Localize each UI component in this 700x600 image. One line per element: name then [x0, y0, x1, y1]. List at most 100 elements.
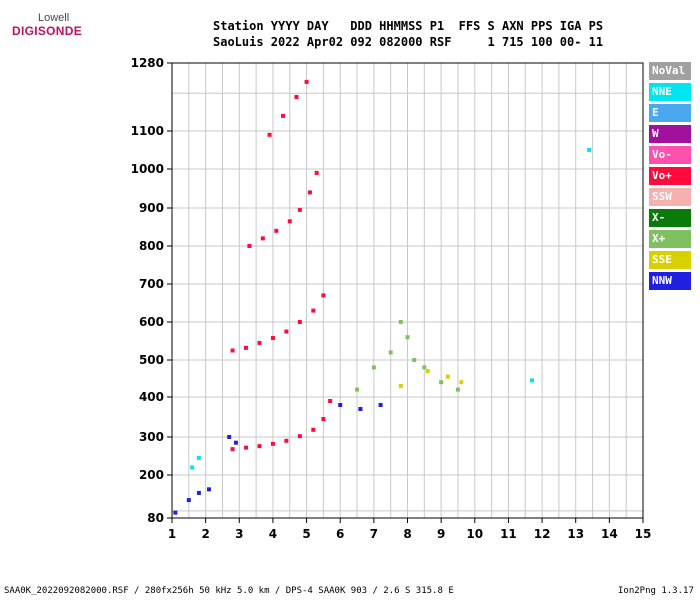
data-point — [529, 378, 534, 383]
y-tick-label: 800 — [139, 239, 164, 253]
data-point — [445, 374, 450, 379]
data-point — [378, 403, 383, 407]
data-point — [207, 487, 212, 492]
data-point — [297, 434, 302, 439]
y-tick-label: 900 — [139, 201, 164, 215]
data-point — [371, 365, 376, 370]
footer-file-info: SAA0K_2022092082000.RSF / 280fx256h 50 k… — [4, 586, 454, 596]
data-point — [230, 348, 235, 353]
y-tick-label: 500 — [139, 353, 164, 367]
data-point — [244, 345, 249, 350]
data-point — [247, 244, 252, 248]
legend-item-ssw: SSW — [649, 188, 691, 206]
data-point — [196, 455, 201, 460]
y-tick-label: 600 — [139, 315, 164, 329]
x-tick-label: 10 — [466, 527, 483, 541]
legend-item-nnw: NNW — [649, 272, 691, 290]
data-point — [297, 207, 302, 212]
data-point — [439, 380, 444, 385]
legend-item-e: E — [649, 104, 691, 122]
data-point — [233, 440, 238, 445]
data-point — [459, 380, 464, 385]
data-point — [257, 340, 262, 345]
x-tick-label: 6 — [336, 527, 344, 541]
data-point — [267, 132, 272, 137]
x-tick-label: 4 — [269, 527, 277, 541]
x-tick-label: 15 — [635, 527, 652, 541]
x-tick-label: 7 — [370, 527, 378, 541]
data-point — [338, 403, 343, 407]
header-line-2: SaoLuis 2022 Apr02 092 082000 RSF 1 715 … — [213, 35, 604, 49]
data-point — [412, 358, 417, 362]
x-tick-label: 13 — [567, 527, 584, 541]
data-point — [270, 335, 275, 340]
data-point — [358, 407, 363, 411]
y-tick-label: 1000 — [131, 162, 164, 176]
data-point — [314, 170, 319, 175]
data-point — [321, 417, 326, 421]
data-point — [587, 148, 592, 152]
data-point — [311, 308, 316, 313]
data-point — [257, 444, 262, 449]
chart-axes: 1 2 3 4 5 6 7 8 9 10 11 12 13 14 158020030040050060070… — [131, 56, 652, 541]
y-tick-label: 80 — [147, 511, 164, 525]
data-point — [388, 350, 393, 355]
x-tick-label: 5 — [302, 527, 310, 541]
x-tick-label: 1 — [168, 527, 176, 541]
data-point — [455, 387, 460, 392]
data-point — [405, 335, 410, 340]
x-tick-label: 11 — [500, 527, 517, 541]
header-line-1: Station YYYY DAY DDD HHMMSS P1 FFS S AXN… — [213, 19, 604, 33]
y-tick-label: 700 — [139, 277, 164, 291]
x-tick-label: 8 — [403, 527, 411, 541]
data-point — [186, 498, 191, 503]
data-point — [422, 365, 427, 370]
data-point — [304, 79, 309, 84]
data-point — [281, 113, 286, 118]
y-tick-label: 300 — [139, 430, 164, 444]
data-point — [284, 438, 289, 443]
data-point — [425, 369, 430, 374]
data-point — [260, 236, 265, 241]
x-tick-label: 12 — [534, 527, 551, 541]
lowell-logo-text: Lowell — [38, 12, 70, 24]
x-tick-label: 14 — [601, 527, 618, 541]
legend-item-x-: X+ — [649, 230, 691, 248]
data-point — [294, 95, 299, 99]
legend-item-vo-: Vo- — [649, 146, 691, 164]
chart-grid — [171, 63, 644, 518]
footer-version: Ion2Png 1.3.17 — [618, 586, 694, 596]
x-tick-label: 2 — [201, 527, 209, 541]
legend-item-w: W — [649, 125, 691, 143]
legend-item-vo-: Vo+ — [649, 167, 691, 185]
legend-item-sse: SSE — [649, 251, 691, 269]
data-point — [274, 228, 279, 233]
data-point — [307, 190, 312, 195]
data-point — [321, 293, 326, 298]
x-tick-label: 9 — [437, 527, 445, 541]
digisonde-logo-text: DIGISONDE — [12, 24, 83, 38]
data-point — [196, 490, 201, 495]
y-tick-label: 1280 — [131, 56, 164, 70]
data-point — [398, 320, 403, 324]
legend-item-x-: X- — [649, 209, 691, 227]
data-point — [270, 441, 275, 446]
data-point — [227, 435, 232, 439]
x-tick-label: 3 — [235, 527, 243, 541]
y-tick-label: 200 — [139, 468, 164, 482]
data-point — [287, 219, 292, 224]
y-tick-label: 400 — [139, 390, 164, 404]
legend-item-nne: NNE — [649, 83, 691, 101]
data-point — [311, 427, 316, 432]
data-point — [190, 465, 195, 470]
data-point — [398, 383, 403, 388]
data-point — [230, 447, 235, 452]
data-point — [284, 329, 289, 334]
data-point — [297, 320, 302, 324]
data-point — [173, 510, 178, 515]
chart-points — [173, 79, 592, 515]
y-tick-label: 1100 — [131, 124, 164, 138]
data-point — [355, 387, 360, 392]
legend-item-noval: NoVal — [649, 62, 691, 80]
